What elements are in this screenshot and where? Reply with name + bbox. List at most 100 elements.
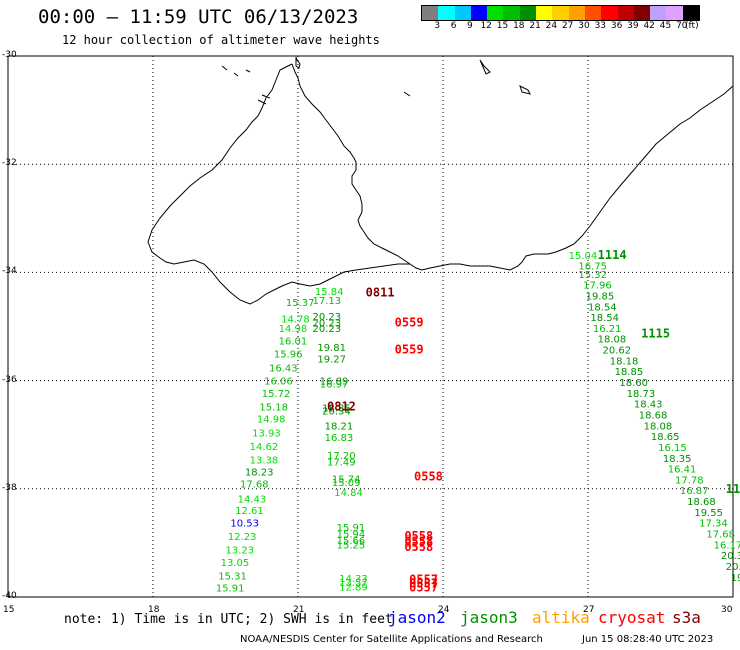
wave-height-value: 18.85 xyxy=(615,367,644,378)
wave-height-value: 14.33 xyxy=(339,574,368,585)
wave-height-value: 17.49 xyxy=(327,458,356,469)
color-swatch xyxy=(422,6,439,20)
pass-time-label: 0812 xyxy=(327,399,356,413)
color-scale-label: 45 xyxy=(659,21,672,31)
wave-height-value: 15.96 xyxy=(274,349,303,360)
color-swatch xyxy=(552,6,569,20)
color-scale-label: 36 xyxy=(610,21,623,31)
longitude-label: 18 xyxy=(148,605,160,615)
wave-height-value: 12.61 xyxy=(235,506,264,517)
pass-time-label: 0811 xyxy=(366,286,395,300)
wave-height-value: 18.68 xyxy=(687,497,716,508)
pass-time-label: 111 xyxy=(726,482,740,496)
wave-height-value: 18.35 xyxy=(663,454,692,465)
color-swatch xyxy=(584,6,602,20)
color-scale-label: 21 xyxy=(529,21,541,31)
satellite-legend-item: cryosat xyxy=(598,608,666,627)
color-swatch xyxy=(650,6,667,20)
wave-height-value: 20.34 xyxy=(322,407,351,418)
color-swatch xyxy=(617,6,634,20)
wave-height-value: 18.08 xyxy=(598,335,627,346)
wave-height-value: 18.85 xyxy=(322,403,351,414)
wave-height-value: 15.91 xyxy=(337,523,366,534)
wave-height-value: 12.89 xyxy=(339,583,368,594)
wave-height-value: 18.08 xyxy=(644,421,673,432)
wave-height-value: 16.21 xyxy=(593,324,622,335)
island-outline xyxy=(403,59,531,97)
color-swatch xyxy=(487,6,504,20)
wave-height-value: 20.23 xyxy=(313,312,342,323)
wave-height-value: 15.25 xyxy=(337,540,366,551)
graticule xyxy=(8,56,733,597)
pass-time-label: 1115 xyxy=(641,326,670,340)
wave-height-value: 19.55 xyxy=(694,508,723,519)
pass-time-label: 0558 xyxy=(404,535,433,549)
wave-height-value: 13.23 xyxy=(226,546,255,557)
wave-height-value: 17.34 xyxy=(699,519,728,530)
wave-height-value: 14.84 xyxy=(334,488,363,499)
wave-height-value: 18.23 xyxy=(245,467,274,478)
wave-height-value: 19.81 xyxy=(317,343,346,354)
wave-height-value: 18.60 xyxy=(619,378,648,389)
wave-height-value: 17.68 xyxy=(706,529,735,540)
wave-height-value: 16.43 xyxy=(269,363,298,374)
satellite-legend-item: altika xyxy=(532,608,590,627)
page-title: 00:00 – 11:59 UTC 06/13/2023 xyxy=(38,6,359,28)
latitude-label: -38 xyxy=(2,482,17,493)
color-scale-label: 70 xyxy=(676,21,688,31)
longitude-label: 30 xyxy=(721,605,733,615)
wave-height-value: 12.23 xyxy=(228,532,257,543)
color-scale-bar xyxy=(421,5,701,21)
wave-height-value: 19 xyxy=(731,573,740,584)
wave-height-value: 14.62 xyxy=(250,442,279,453)
longitude-label: 27 xyxy=(583,605,595,615)
wave-height-value: 15.72 xyxy=(262,389,291,400)
wave-height-value: 16.97 xyxy=(320,380,349,391)
wave-height-value: 18.73 xyxy=(627,389,656,400)
satellite-legend-item: s3a xyxy=(672,608,701,627)
color-scale-label: 18 xyxy=(513,21,525,31)
wave-height-value: 16.01 xyxy=(279,336,308,347)
wave-height-value: 15.09 xyxy=(332,478,361,489)
pass-time-label: 1114 xyxy=(598,248,627,262)
color-scale-label: 33 xyxy=(594,21,607,31)
color-scale-label: 39 xyxy=(627,21,639,31)
wave-height-value: 15.04 xyxy=(569,251,598,262)
wave-height-value: 16.83 xyxy=(325,433,354,444)
color-swatch xyxy=(682,6,700,20)
color-scale-label: 27 xyxy=(561,21,574,31)
wave-height-value: 18.54 xyxy=(588,302,617,313)
wave-height-value: 16.15 xyxy=(658,443,687,454)
wave-height-value: 18.18 xyxy=(610,356,639,367)
wave-height-value: 17.78 xyxy=(675,475,704,486)
wave-height-value: 17.96 xyxy=(583,281,612,292)
latitude-label: -36 xyxy=(2,374,17,385)
color-scale-label: 30 xyxy=(578,21,590,31)
wave-height-value: 13.05 xyxy=(221,558,250,569)
color-swatch xyxy=(454,6,471,20)
pass-time-label: 0557 xyxy=(409,581,438,595)
color-scale-label: 15 xyxy=(496,21,509,31)
latitude-label: -30 xyxy=(2,50,17,60)
footnote: note: 1) Time is in UTC; 2) SWH is in fe… xyxy=(64,612,393,627)
wave-height-value: 10.53 xyxy=(230,519,259,530)
wave-height-value: 18.65 xyxy=(651,432,680,443)
page-subtitle: 12 hour collection of altimeter wave hei… xyxy=(62,33,380,47)
wave-height-value: 15.31 xyxy=(218,572,247,583)
pass-time-label: 0558 xyxy=(414,470,443,484)
color-scale-label: 9 xyxy=(467,21,473,31)
longitude-label: 21 xyxy=(293,605,305,615)
color-swatch xyxy=(666,6,683,20)
wave-height-value: 13.93 xyxy=(252,428,281,439)
wave-height-value: 17.68 xyxy=(240,480,269,491)
color-scale-label: 6 xyxy=(450,21,457,31)
wave-height-value: 20.23 xyxy=(313,319,342,330)
satellite-legend-item: jason2 xyxy=(388,608,446,627)
latitude-label: -40 xyxy=(2,591,17,601)
wave-height-value: 14.98 xyxy=(257,414,286,425)
wave-height-value: 16.17 xyxy=(714,540,740,551)
wave-height-value: 19.85 xyxy=(586,291,615,302)
color-swatch xyxy=(503,6,520,20)
